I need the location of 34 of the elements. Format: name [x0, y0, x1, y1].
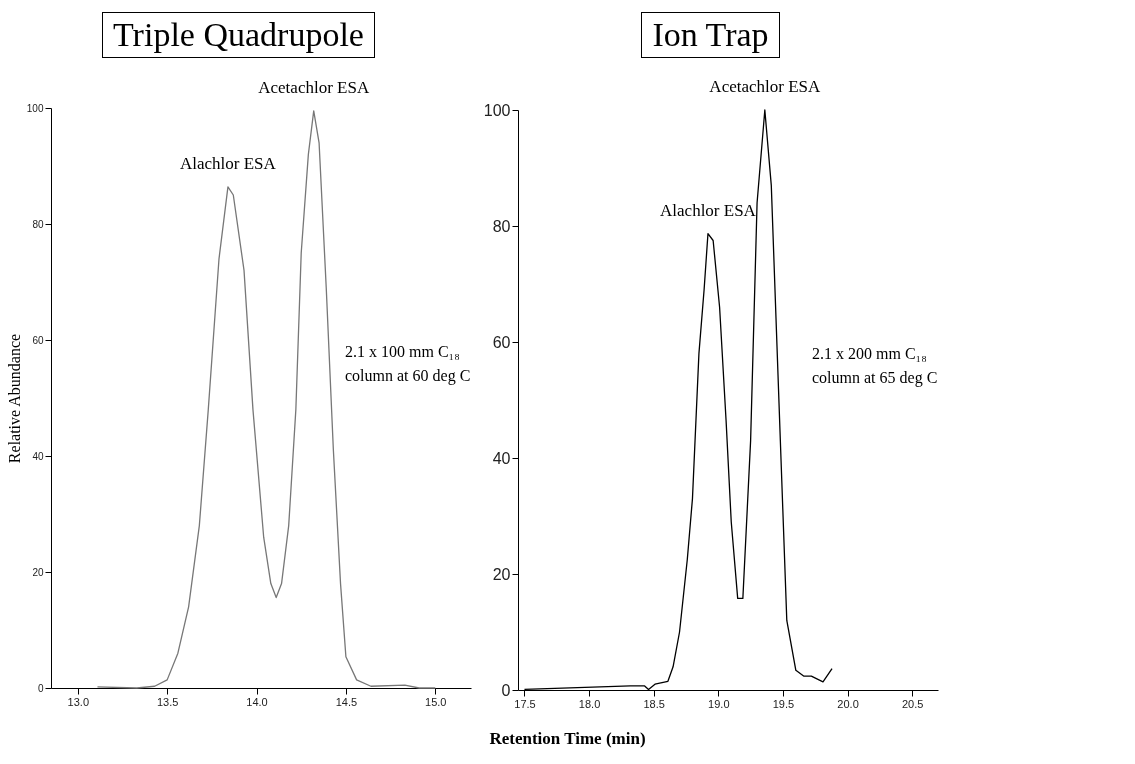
- y-tick-label: 0: [37, 682, 44, 694]
- x-axis-title: Retention Time (min): [488, 729, 647, 749]
- y-tick-label: 20: [32, 566, 44, 578]
- y-tick-label: 80: [492, 217, 511, 235]
- y-tick-label: 100: [26, 102, 44, 114]
- x-tick-label: 17.5: [514, 697, 536, 710]
- x-tick-label: 14.0: [246, 695, 268, 708]
- annotation: Acetachlor ESA: [709, 77, 822, 96]
- annotation: 2.1 x 100 mm C₁₈ column at 60 deg C: [345, 342, 471, 385]
- y-axis-title: Relative Abundance: [5, 333, 23, 464]
- annotation: 2.1 x 200 mm C₁₈ column at 65 deg C: [812, 344, 938, 387]
- chart-title: Ion Trap: [641, 12, 780, 58]
- x-tick-label: 19.5: [772, 697, 795, 710]
- x-tick-label: 20.5: [901, 697, 924, 710]
- x-tick-label: 18.5: [643, 697, 665, 710]
- annotation: Alachlor ESA: [180, 153, 277, 173]
- annotation: Acetachlor ESA: [258, 77, 370, 97]
- y-tick-label: 60: [32, 334, 44, 346]
- x-tick-label: 20.0: [837, 697, 859, 710]
- annotation: Alachlor ESA: [660, 200, 757, 220]
- y-tick-label: 20: [492, 565, 511, 583]
- y-tick-label: 0: [501, 681, 511, 699]
- y-tick-label: 80: [32, 218, 44, 230]
- x-tick-label: 13.5: [156, 695, 179, 708]
- y-tick-label: 100: [483, 101, 511, 119]
- x-tick-label: 14.5: [335, 695, 358, 708]
- x-tick-label: 18.0: [578, 697, 601, 710]
- y-tick-label: 40: [32, 450, 44, 462]
- x-tick-label: 13.0: [67, 695, 90, 708]
- x-tick-label: 15.0: [425, 695, 447, 708]
- y-tick-label: 40: [492, 449, 511, 467]
- x-tick-label: 19.0: [708, 697, 730, 710]
- y-tick-label: 60: [492, 333, 511, 351]
- chart-title: Triple Quadrupole: [102, 12, 375, 58]
